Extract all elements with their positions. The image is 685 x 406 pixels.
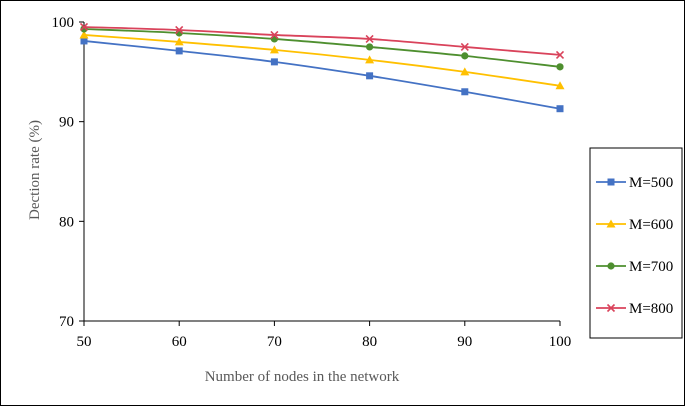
- data-point: [460, 67, 470, 76]
- legend-marker: [606, 219, 616, 228]
- data-point: [80, 37, 88, 45]
- x-axis-title: Number of nodes in the network: [205, 369, 400, 385]
- data-point: [175, 25, 184, 35]
- data-point: [175, 47, 183, 55]
- legend-label: M=800: [629, 301, 673, 317]
- x-marker-stroke: [175, 25, 184, 35]
- x-tick-label: 60: [172, 334, 187, 350]
- legend-label: M=500: [629, 175, 673, 191]
- series-line: [83, 26, 561, 56]
- data-point: [270, 30, 279, 40]
- x-tick-label: 70: [267, 334, 282, 350]
- data-point: [365, 34, 374, 44]
- legend-marker: [607, 262, 615, 270]
- x-marker-stroke: [270, 30, 279, 40]
- data-point: [79, 22, 89, 32]
- series-m-500: [80, 37, 564, 113]
- data-point: [556, 63, 564, 71]
- y-tick-label: 80: [59, 214, 74, 230]
- series-line: [83, 40, 561, 110]
- plot-area: 70 80 90 100 50 60 70 80 90 100: [52, 15, 572, 350]
- x-tick-label: 80: [362, 334, 377, 350]
- series-m-600: [79, 30, 565, 90]
- legend-item: M=800: [596, 301, 673, 317]
- data-point: [366, 72, 374, 80]
- x-marker-stroke: [79, 22, 89, 32]
- legend-label: M=700: [629, 259, 673, 275]
- series-m-800: [79, 22, 565, 59]
- legend-marker: [606, 303, 616, 313]
- x-marker-stroke: [365, 34, 374, 44]
- y-tick-label: 90: [59, 115, 74, 131]
- x-marker-stroke: [555, 50, 565, 59]
- x-tick-label: 50: [77, 334, 92, 350]
- data-point: [555, 81, 565, 90]
- x-marker-stroke: [460, 42, 469, 51]
- x-marker-stroke: [606, 303, 616, 313]
- data-point: [556, 105, 564, 113]
- x-tick-label: 90: [457, 334, 472, 350]
- legend-label: M=600: [629, 217, 673, 233]
- legend-item: M=500: [596, 175, 673, 191]
- data-point: [460, 42, 469, 51]
- data-point: [79, 30, 89, 39]
- x-tick-label: 100: [549, 334, 572, 350]
- series-line: [83, 34, 561, 87]
- data-point: [461, 88, 469, 96]
- data-point: [174, 37, 184, 46]
- legend: M=500 M=600 M=700 M=800: [589, 147, 683, 339]
- data-point: [461, 52, 469, 60]
- y-tick-label: 70: [59, 314, 74, 330]
- y-tick-label: 100: [52, 15, 75, 31]
- data-point: [555, 50, 565, 59]
- data-point: [269, 45, 279, 54]
- legend-box: [589, 147, 683, 339]
- legend-item: M=600: [596, 217, 673, 233]
- data-point: [366, 43, 374, 51]
- y-axis-title: Dection rate (%): [27, 120, 43, 220]
- series-line: [83, 28, 561, 68]
- legend-marker: [607, 178, 615, 186]
- data-point: [270, 58, 278, 66]
- legend-item: M=700: [596, 259, 673, 275]
- data-point: [365, 55, 375, 64]
